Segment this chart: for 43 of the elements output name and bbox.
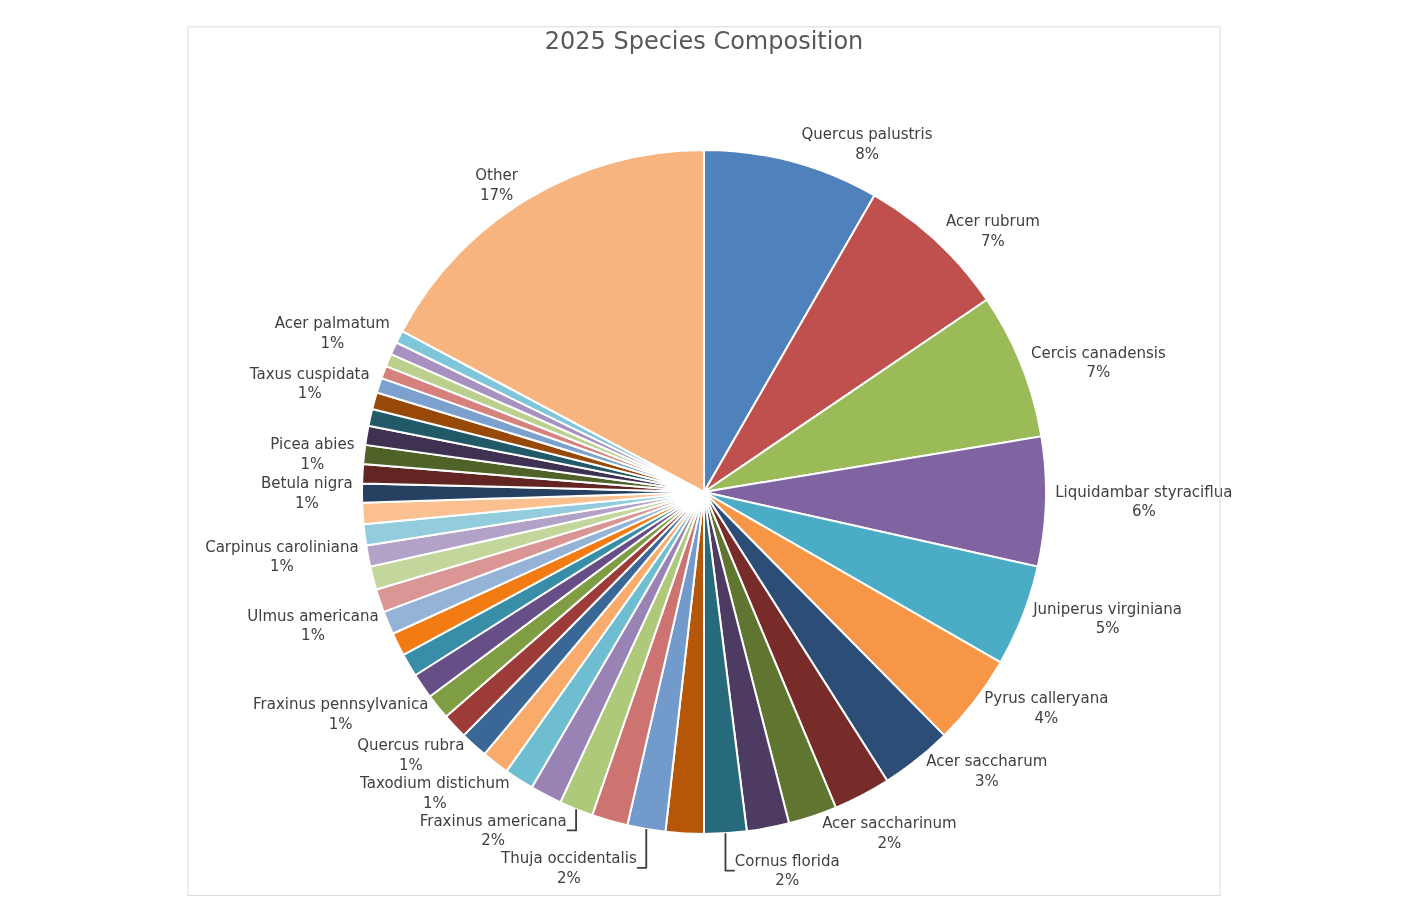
slice-label: Liquidambar styraciflua — [1055, 482, 1233, 501]
slice-label: Quercus rubra — [357, 736, 465, 755]
data-label: 2% — [556, 868, 581, 887]
slice-label: Cercis canadensis — [1030, 343, 1166, 362]
data-label: 1% — [301, 626, 325, 645]
slice-label: Acer saccharum — [926, 752, 1048, 771]
data-label: 2% — [877, 833, 902, 852]
slice-label: Betula nigra — [261, 474, 353, 493]
data-label: 7% — [1086, 363, 1111, 382]
data-label: 17% — [479, 185, 514, 204]
data-label: 1% — [422, 793, 447, 812]
slice-label: Quercus palustris — [801, 125, 933, 144]
slice-label: Acer rubrum — [945, 212, 1040, 231]
data-label: 1% — [398, 755, 423, 774]
data-label: 1% — [297, 384, 322, 403]
data-label: 1% — [328, 714, 353, 733]
data-label: 6% — [1131, 502, 1156, 521]
data-label: 2% — [775, 871, 800, 890]
slice-label: Ulmus americana — [247, 606, 379, 625]
data-label: 1% — [270, 557, 294, 576]
data-label: 1% — [294, 493, 319, 512]
data-label: 2% — [481, 831, 506, 850]
slice-label: Thuja occidentalis — [500, 849, 637, 868]
data-label: 8% — [855, 144, 879, 163]
data-label: 7% — [980, 231, 1005, 250]
slice-label: Cornus florida — [734, 851, 840, 870]
slice-label: Acer saccharinum — [822, 814, 957, 833]
slice-label: Other — [475, 166, 519, 185]
slice-label: Taxodium distichum — [359, 774, 510, 793]
chart-title: 2025 Species Composition — [544, 26, 864, 55]
data-label: 4% — [1034, 708, 1059, 727]
data-label: 1% — [300, 455, 325, 473]
data-label: 5% — [1095, 619, 1120, 638]
slice-label: Carpinus caroliniana — [205, 537, 359, 556]
slice-label: Taxus cuspidata — [248, 364, 370, 383]
data-label: 3% — [974, 771, 999, 790]
slice-label: Acer palmatum — [274, 314, 390, 333]
slice-label: Pyrus calleryana — [984, 689, 1109, 707]
slice-label: Juniperus virginiana — [1032, 599, 1182, 618]
slice-label: Picea abies — [270, 435, 355, 454]
slice-label: Fraxinus americana — [419, 811, 567, 830]
slice-label: Fraxinus pennsylvanica — [253, 695, 429, 714]
data-label: 1% — [320, 333, 345, 352]
